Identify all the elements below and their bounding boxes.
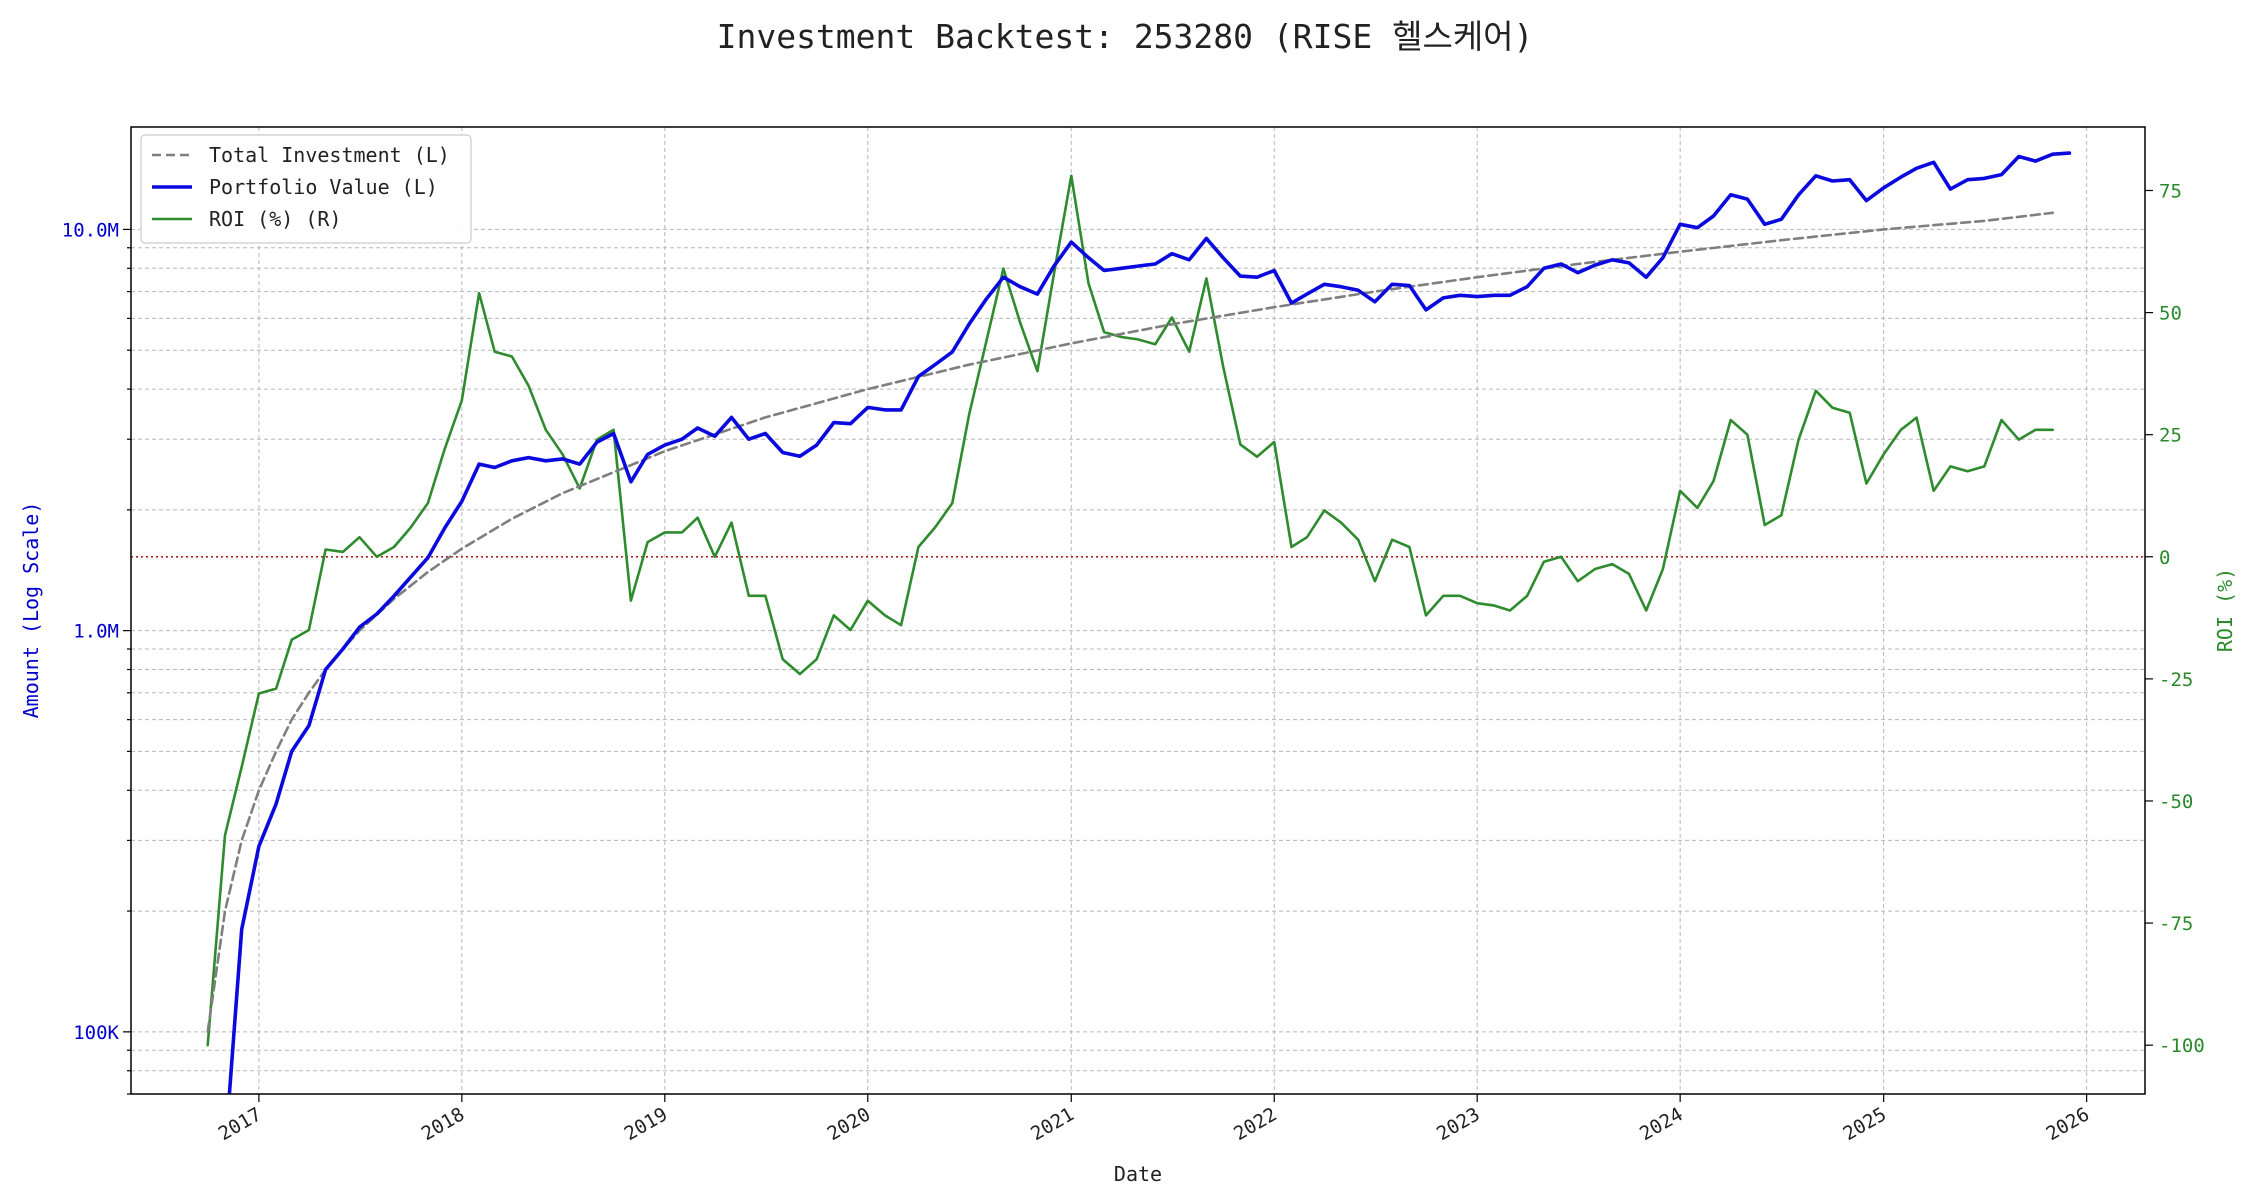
y-left-tick-label: 100K xyxy=(73,1022,119,1044)
y-left-tick-label: 10.0M xyxy=(62,219,119,241)
investment-line xyxy=(206,211,2054,1034)
x-tick-label: 2023 xyxy=(1433,1103,1484,1145)
x-tick-label: 2022 xyxy=(1230,1103,1281,1145)
grid xyxy=(131,127,2145,1095)
y-left-axis-label: Amount (Log Scale) xyxy=(19,502,43,719)
y-right-tick-label: -50 xyxy=(2159,791,2193,813)
portfolio-line xyxy=(227,151,2072,1094)
y-right-tick-label: -75 xyxy=(2159,913,2193,935)
x-tick-label: 2024 xyxy=(1636,1103,1687,1145)
roi-line xyxy=(206,174,2054,1047)
legend-box xyxy=(140,134,472,244)
series-layer xyxy=(206,151,2072,1094)
y-right-tick-label: 25 xyxy=(2159,425,2182,447)
plot-frame xyxy=(130,126,2146,1095)
y-right-tick-label: -25 xyxy=(2159,669,2193,691)
y-right-tick-label: 50 xyxy=(2159,303,2182,325)
y-right-axis-label: ROI (%) xyxy=(2213,568,2237,652)
y-left-tick-label: 1.0M xyxy=(73,621,119,643)
x-tick-label: 2018 xyxy=(418,1103,469,1145)
legend-label-portfolio: Portfolio Value (L) xyxy=(209,175,438,199)
y-right-tick-label: -100 xyxy=(2159,1035,2205,1057)
chart-title: Investment Backtest: 253280 (RISE 헬스케어) xyxy=(717,17,1534,56)
x-tick-label: 2021 xyxy=(1027,1103,1078,1145)
y-right-tick-label: 75 xyxy=(2159,180,2182,202)
y-right-tick-label: 0 xyxy=(2159,547,2170,569)
x-tick-label: 2019 xyxy=(621,1103,672,1145)
x-tick-label: 2017 xyxy=(215,1103,266,1145)
x-tick-label: 2020 xyxy=(824,1103,875,1145)
x-tick-label: 2026 xyxy=(2042,1103,2093,1145)
legend: Total Investment (L) Portfolio Value (L)… xyxy=(140,134,472,244)
x-tick-label: 2025 xyxy=(1840,1103,1891,1145)
legend-label-investment: Total Investment (L) xyxy=(209,143,450,167)
legend-label-roi: ROI (%) (R) xyxy=(209,207,341,231)
x-axis-label: Date xyxy=(1114,1162,1162,1186)
